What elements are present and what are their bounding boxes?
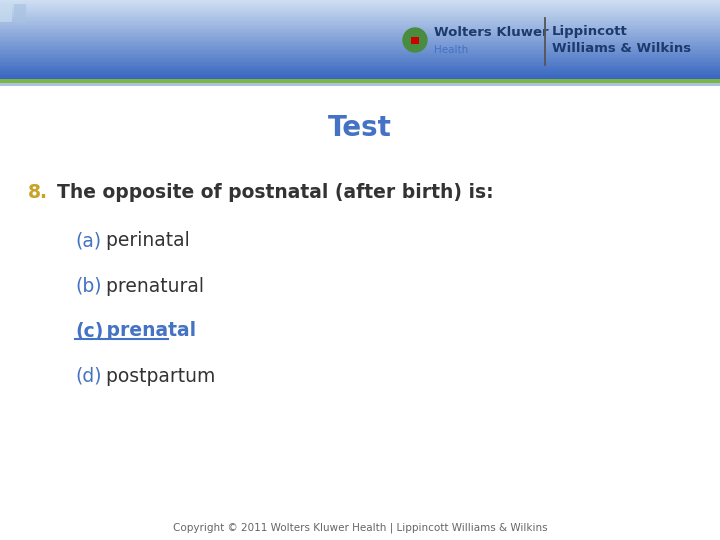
- FancyBboxPatch shape: [14, 4, 26, 22]
- FancyBboxPatch shape: [0, 26, 720, 28]
- FancyBboxPatch shape: [0, 24, 720, 26]
- FancyBboxPatch shape: [0, 11, 720, 13]
- FancyBboxPatch shape: [0, 72, 720, 74]
- Text: (c): (c): [75, 321, 104, 341]
- FancyBboxPatch shape: [0, 77, 720, 79]
- FancyBboxPatch shape: [0, 66, 720, 69]
- Text: (b): (b): [75, 276, 102, 295]
- FancyBboxPatch shape: [0, 69, 720, 71]
- FancyBboxPatch shape: [0, 36, 720, 38]
- FancyBboxPatch shape: [0, 2, 720, 4]
- Text: Test: Test: [328, 114, 392, 142]
- FancyBboxPatch shape: [0, 48, 720, 50]
- FancyBboxPatch shape: [411, 37, 419, 44]
- FancyBboxPatch shape: [0, 33, 720, 36]
- FancyBboxPatch shape: [0, 14, 720, 16]
- FancyBboxPatch shape: [0, 73, 720, 75]
- Text: prenatal: prenatal: [100, 321, 196, 341]
- FancyBboxPatch shape: [0, 57, 720, 59]
- FancyBboxPatch shape: [0, 12, 720, 15]
- FancyBboxPatch shape: [0, 29, 720, 30]
- FancyBboxPatch shape: [0, 3, 720, 5]
- Text: (d): (d): [75, 367, 102, 386]
- FancyBboxPatch shape: [0, 43, 720, 45]
- FancyBboxPatch shape: [0, 83, 720, 86]
- FancyBboxPatch shape: [0, 44, 720, 46]
- Text: perinatal: perinatal: [100, 232, 190, 251]
- FancyBboxPatch shape: [0, 19, 720, 21]
- FancyBboxPatch shape: [0, 39, 720, 41]
- FancyBboxPatch shape: [0, 79, 720, 83]
- FancyBboxPatch shape: [0, 22, 720, 24]
- FancyBboxPatch shape: [0, 40, 720, 42]
- FancyBboxPatch shape: [0, 31, 720, 33]
- FancyBboxPatch shape: [0, 17, 720, 18]
- FancyBboxPatch shape: [0, 47, 720, 49]
- FancyBboxPatch shape: [0, 55, 720, 57]
- FancyBboxPatch shape: [0, 65, 720, 67]
- FancyBboxPatch shape: [0, 21, 720, 22]
- FancyBboxPatch shape: [0, 9, 720, 11]
- Text: Health: Health: [434, 45, 468, 55]
- FancyBboxPatch shape: [0, 18, 720, 20]
- FancyBboxPatch shape: [0, 56, 720, 58]
- FancyBboxPatch shape: [0, 5, 720, 6]
- FancyBboxPatch shape: [0, 59, 720, 60]
- FancyBboxPatch shape: [0, 64, 720, 66]
- FancyBboxPatch shape: [0, 32, 720, 34]
- FancyBboxPatch shape: [0, 71, 720, 72]
- FancyBboxPatch shape: [0, 4, 12, 22]
- FancyBboxPatch shape: [0, 68, 720, 70]
- Text: postpartum: postpartum: [100, 367, 215, 386]
- FancyBboxPatch shape: [0, 50, 720, 51]
- FancyBboxPatch shape: [0, 45, 720, 48]
- FancyBboxPatch shape: [0, 62, 720, 63]
- FancyBboxPatch shape: [0, 60, 720, 62]
- FancyBboxPatch shape: [0, 23, 720, 25]
- Text: Lippincott: Lippincott: [552, 25, 628, 38]
- FancyBboxPatch shape: [0, 51, 720, 53]
- Text: 8.: 8.: [28, 184, 48, 202]
- Text: Copyright © 2011 Wolters Kluwer Health | Lippincott Williams & Wilkins: Copyright © 2011 Wolters Kluwer Health |…: [173, 523, 547, 534]
- FancyBboxPatch shape: [0, 38, 720, 39]
- FancyBboxPatch shape: [0, 76, 720, 78]
- FancyBboxPatch shape: [0, 15, 720, 17]
- FancyBboxPatch shape: [0, 6, 720, 8]
- FancyBboxPatch shape: [0, 52, 720, 54]
- FancyBboxPatch shape: [0, 63, 720, 64]
- FancyBboxPatch shape: [0, 8, 720, 9]
- FancyBboxPatch shape: [0, 35, 720, 37]
- FancyBboxPatch shape: [0, 53, 720, 55]
- FancyBboxPatch shape: [0, 27, 720, 29]
- FancyBboxPatch shape: [0, 75, 720, 76]
- FancyBboxPatch shape: [0, 1, 720, 3]
- FancyBboxPatch shape: [0, 0, 720, 1]
- Text: (a): (a): [75, 232, 101, 251]
- Text: Wolters Kluwer: Wolters Kluwer: [434, 25, 549, 38]
- FancyBboxPatch shape: [0, 30, 720, 32]
- Text: The opposite of postnatal (after birth) is:: The opposite of postnatal (after birth) …: [44, 184, 494, 202]
- Circle shape: [403, 28, 427, 52]
- FancyBboxPatch shape: [0, 42, 720, 43]
- FancyBboxPatch shape: [0, 10, 720, 12]
- Text: Williams & Wilkins: Williams & Wilkins: [552, 42, 691, 55]
- Text: prenatural: prenatural: [100, 276, 204, 295]
